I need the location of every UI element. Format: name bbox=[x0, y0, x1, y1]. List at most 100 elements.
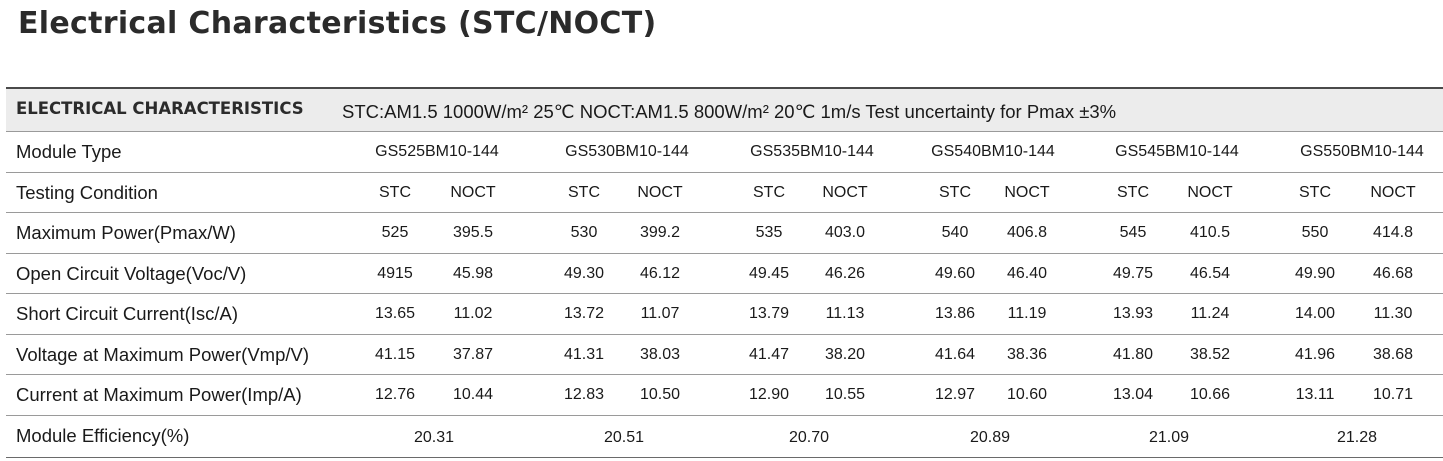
table-row: Open Circuit Voltage(Voc/V) 4915 45.98 49.3… bbox=[6, 254, 1443, 294]
value-cell: 46.40 bbox=[1006, 264, 1048, 282]
module-model-cell: GS535BM10-144 bbox=[750, 143, 874, 160]
efficiency-cell: 20.70 bbox=[788, 428, 830, 446]
efficiency-cell: 20.31 bbox=[413, 428, 455, 446]
value-cell: 406.8 bbox=[1006, 224, 1048, 241]
row-label: Current at Maximum Power(Imp/A) bbox=[16, 384, 302, 405]
value-cell: 46.54 bbox=[1189, 264, 1231, 282]
condition-cell: STC bbox=[753, 183, 785, 201]
condition-cell: NOCT bbox=[822, 183, 868, 201]
value-cell: 12.83 bbox=[563, 386, 605, 403]
condition-cell: STC bbox=[379, 183, 411, 201]
value-cell: 41.64 bbox=[934, 345, 976, 363]
test-conditions-text: STC:AM1.5 1000W/m² 25℃ NOCT:AM1.5 800W/m… bbox=[342, 101, 1117, 122]
module-model-cell: GS545BM10-144 bbox=[1115, 143, 1239, 160]
value-cell: 395.5 bbox=[452, 224, 494, 241]
value-cell: 49.30 bbox=[563, 264, 605, 282]
module-model-cell: GS525BM10-144 bbox=[375, 143, 499, 160]
value-cell: 41.31 bbox=[563, 345, 605, 363]
value-cell: 13.65 bbox=[374, 305, 416, 322]
value-cell: 37.87 bbox=[452, 345, 494, 363]
value-cell: 403.0 bbox=[824, 224, 866, 241]
value-cell: 11.07 bbox=[640, 305, 680, 322]
value-cell: 11.30 bbox=[1373, 305, 1413, 322]
value-cell: 49.75 bbox=[1112, 264, 1154, 282]
value-cell: 13.93 bbox=[1112, 305, 1154, 322]
value-cell: 4915 bbox=[377, 264, 413, 282]
value-cell: 525 bbox=[381, 224, 409, 241]
row-label: Testing Condition bbox=[16, 181, 158, 203]
value-cell: 41.96 bbox=[1294, 345, 1336, 363]
value-cell: 13.04 bbox=[1112, 386, 1154, 403]
electrical-characteristics-table: ELECTRICAL CHARACTERISTICS STC:AM1.5 100… bbox=[6, 87, 1443, 458]
value-cell: 410.5 bbox=[1189, 224, 1231, 241]
value-cell: 414.8 bbox=[1372, 224, 1414, 241]
table-header-title: ELECTRICAL CHARACTERISTICS bbox=[16, 99, 304, 118]
table-row: Current at Maximum Power(Imp/A) 12.76 10.4… bbox=[6, 375, 1443, 416]
value-cell: 13.79 bbox=[748, 305, 790, 322]
module-type-row: Module Type GS525BM10-144 GS530BM10-144 GS5… bbox=[6, 132, 1443, 173]
value-cell: 38.52 bbox=[1189, 345, 1231, 363]
condition-cell: NOCT bbox=[450, 183, 496, 201]
condition-cell: STC bbox=[568, 183, 600, 201]
value-cell: 10.44 bbox=[452, 386, 494, 403]
value-cell: 38.20 bbox=[824, 345, 866, 363]
value-cell: 10.71 bbox=[1372, 386, 1414, 403]
condition-cell: STC bbox=[1117, 183, 1149, 201]
row-label: Voltage at Maximum Power(Vmp/V) bbox=[16, 343, 310, 365]
value-cell: 12.97 bbox=[934, 386, 976, 403]
value-cell: 399.2 bbox=[639, 224, 681, 241]
table-row: Short Circuit Current(Isc/A) 13.65 11.02 13… bbox=[6, 294, 1443, 335]
value-cell: 12.90 bbox=[748, 386, 790, 403]
testing-condition-row: Testing Condition STC NOCT STC NOCT STC NOCT ST… bbox=[6, 173, 1443, 213]
row-label: Module Efficiency(%) bbox=[16, 424, 190, 446]
efficiency-cell: 21.09 bbox=[1148, 428, 1190, 446]
value-cell: 41.47 bbox=[748, 345, 790, 363]
efficiency-cell: 20.89 bbox=[969, 428, 1011, 446]
condition-cell: NOCT bbox=[637, 183, 683, 201]
value-cell: 46.26 bbox=[824, 264, 866, 282]
value-cell: 535 bbox=[755, 224, 783, 241]
table-body: Module Type GS525BM10-144 GS530BM10-144 GS5… bbox=[6, 132, 1443, 458]
value-cell: 10.66 bbox=[1189, 386, 1231, 403]
value-cell: 41.80 bbox=[1112, 345, 1154, 363]
value-cell: 13.72 bbox=[563, 305, 605, 322]
value-cell: 530 bbox=[570, 224, 598, 241]
value-cell: 11.24 bbox=[1190, 305, 1230, 322]
value-cell: 49.60 bbox=[934, 264, 976, 282]
value-cell: 46.12 bbox=[639, 264, 681, 282]
row-label: Short Circuit Current(Isc/A) bbox=[16, 303, 239, 324]
value-cell: 10.60 bbox=[1006, 386, 1048, 403]
condition-cell: NOCT bbox=[1370, 183, 1416, 201]
value-cell: 540 bbox=[941, 224, 969, 241]
condition-cell: STC bbox=[1299, 183, 1331, 201]
module-efficiency-row: Module Efficiency(%) 20.31 20.51 20.70 20.89… bbox=[6, 416, 1443, 458]
table-row: Voltage at Maximum Power(Vmp/V) 41.15 37.8… bbox=[6, 335, 1443, 375]
condition-cell: NOCT bbox=[1004, 183, 1050, 201]
value-cell: 45.98 bbox=[452, 264, 494, 282]
value-cell: 10.55 bbox=[824, 386, 866, 403]
value-cell: 38.36 bbox=[1006, 345, 1048, 363]
value-cell: 550 bbox=[1301, 224, 1329, 241]
value-cell: 11.13 bbox=[825, 305, 865, 322]
table-header-row: ELECTRICAL CHARACTERISTICS STC:AM1.5 100… bbox=[6, 89, 1443, 132]
page-title: Electrical Characteristics (STC/NOCT) bbox=[18, 6, 657, 41]
value-cell: 11.19 bbox=[1007, 305, 1047, 322]
efficiency-cell: 20.51 bbox=[603, 428, 645, 446]
value-cell: 14.00 bbox=[1294, 305, 1336, 322]
condition-cell: NOCT bbox=[1187, 183, 1233, 201]
value-cell: 10.50 bbox=[639, 386, 681, 403]
value-cell: 49.45 bbox=[748, 264, 790, 282]
row-label: Open Circuit Voltage(Voc/V) bbox=[16, 262, 247, 284]
row-label: Maximum Power(Pmax/W) bbox=[16, 222, 236, 243]
value-cell: 41.15 bbox=[374, 345, 416, 363]
value-cell: 13.86 bbox=[934, 305, 976, 322]
module-model-cell: GS530BM10-144 bbox=[565, 143, 689, 160]
table-row: Maximum Power(Pmax/W) 525 395.5 530 399.2 535… bbox=[6, 213, 1443, 254]
condition-cell: STC bbox=[939, 183, 971, 201]
value-cell: 545 bbox=[1119, 224, 1147, 241]
module-model-cell: GS540BM10-144 bbox=[931, 143, 1055, 160]
value-cell: 13.11 bbox=[1295, 386, 1335, 403]
value-cell: 46.68 bbox=[1372, 264, 1414, 282]
value-cell: 12.76 bbox=[374, 386, 416, 403]
value-cell: 38.68 bbox=[1372, 345, 1414, 363]
